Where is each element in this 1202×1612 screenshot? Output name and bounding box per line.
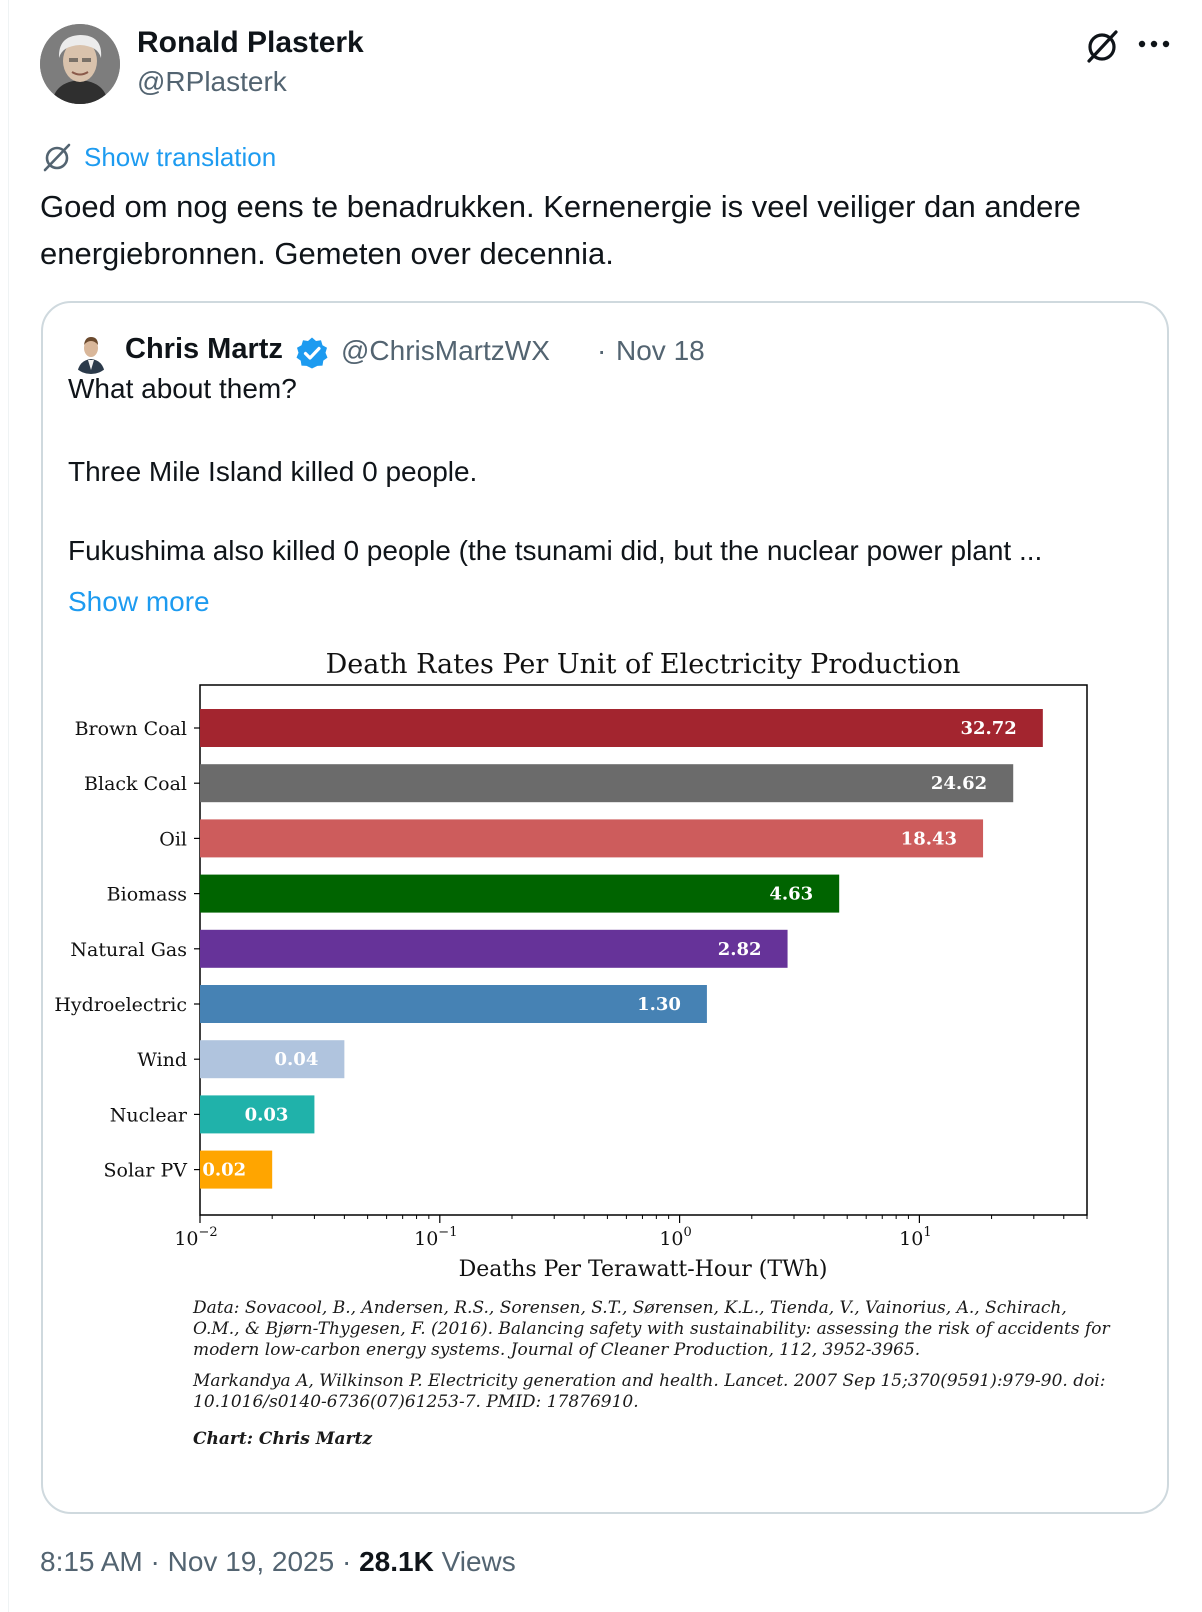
quoted-date[interactable]: Nov 18 — [616, 335, 705, 366]
quoted-name[interactable]: Chris Martz — [125, 333, 283, 365]
show-more-link[interactable]: Show more — [68, 586, 210, 617]
x-tick-label-3: 101 — [899, 1225, 931, 1250]
bar-solar-pv — [200, 1150, 273, 1189]
left-border — [8, 0, 9, 1612]
quoted-tweet[interactable]: Chris Martz @ChrisMartzWX · Nov 18 What … — [41, 301, 1169, 1514]
category-label-wind: Wind — [137, 1049, 187, 1071]
quoted-handle[interactable]: @ChrisMartzWX — [341, 335, 550, 366]
bar-brown-coal — [200, 709, 1043, 747]
death-rates-chart: Death Rates Per Unit of Electricity Prod… — [54, 649, 1088, 1282]
value-label-black-coal: 24.62 — [931, 773, 987, 794]
meta-separator-2: · — [341, 1546, 352, 1577]
views-label: Views — [441, 1546, 516, 1577]
value-label-hydroelectric: 1.30 — [637, 994, 681, 1015]
author-avatar[interactable] — [40, 24, 120, 104]
meta-separator-1: · — [150, 1546, 160, 1577]
tweet-text: Goed om nog eens te benadrukken. Kernene… — [40, 189, 1081, 271]
more-options-button[interactable] — [1134, 28, 1174, 64]
show-translation-link[interactable]: Show translation — [40, 140, 276, 174]
chart-title: Death Rates Per Unit of Electricity Prod… — [326, 649, 961, 680]
quoted-avatar-image — [69, 330, 113, 374]
value-label-natural-gas: 2.82 — [718, 939, 762, 960]
bar-natural-gas — [200, 929, 788, 968]
bar-biomass — [200, 874, 840, 913]
grok-icon — [1087, 30, 1118, 63]
x-tick-label-0: 10−2 — [174, 1225, 217, 1250]
bar-oil — [200, 819, 984, 858]
value-label-brown-coal: 32.72 — [960, 718, 1016, 739]
reference-2: Markandya A, Wilkinson P. Electricity ge… — [193, 1371, 1106, 1412]
bar-black-coal — [200, 764, 1014, 803]
x-tick-label-1: 10−1 — [414, 1225, 457, 1250]
x-tick-label-2: 100 — [659, 1225, 691, 1250]
more-icon — [1138, 40, 1170, 48]
value-label-biomass: 4.63 — [769, 884, 813, 905]
author-avatar-image — [40, 24, 120, 104]
category-label-natural-gas: Natural Gas — [70, 939, 187, 961]
show-translation-label: Show translation — [84, 141, 277, 172]
author-handle[interactable]: @RPlasterk — [137, 66, 287, 97]
category-label-solar-pv: Solar PV — [104, 1160, 188, 1182]
bar-hydroelectric — [200, 985, 707, 1023]
value-label-solar-pv: 0.02 — [202, 1160, 246, 1181]
quoted-text-line-1: What about them? — [68, 373, 297, 404]
views-count: 28.1K — [359, 1546, 434, 1577]
quoted-text-line-3: Fukushima also killed 0 people (the tsun… — [68, 535, 1043, 566]
verified-badge-icon — [296, 337, 328, 369]
category-label-nuclear: Nuclear — [110, 1104, 188, 1126]
bar-nuclear — [200, 1095, 315, 1134]
tweet-meta: 8:15 AM · Nov 19, 2025 · 28.1K Views — [40, 1546, 516, 1578]
grok-button[interactable] — [1082, 26, 1122, 66]
x-axis-label: Deaths Per Terawatt-Hour (TWh) — [459, 1257, 828, 1282]
bar-wind — [200, 1040, 345, 1079]
category-label-biomass: Biomass — [107, 884, 187, 906]
chart-credit: Chart: Chris Martz — [193, 1429, 372, 1449]
reference-1: Data: Sovacool, B., Andersen, R.S., Sore… — [193, 1298, 1110, 1360]
tweet-time[interactable]: 8:15 AM — [40, 1546, 143, 1577]
value-label-wind: 0.04 — [275, 1049, 319, 1070]
author-name[interactable]: Ronald Plasterk — [137, 26, 364, 59]
category-label-hydroelectric: Hydroelectric — [54, 994, 187, 1016]
quoted-avatar[interactable] — [69, 330, 113, 374]
category-label-brown-coal: Brown Coal — [75, 718, 187, 740]
value-label-nuclear: 0.03 — [245, 1104, 289, 1125]
category-label-black-coal: Black Coal — [84, 773, 187, 795]
quoted-separator: · — [597, 335, 607, 366]
tweet-date[interactable]: Nov 19, 2025 — [167, 1546, 335, 1577]
translate-icon — [43, 143, 71, 172]
quoted-text-line-2: Three Mile Island killed 0 people. — [68, 456, 478, 487]
category-label-oil: Oil — [159, 828, 187, 850]
value-label-oil: 18.43 — [901, 828, 957, 849]
